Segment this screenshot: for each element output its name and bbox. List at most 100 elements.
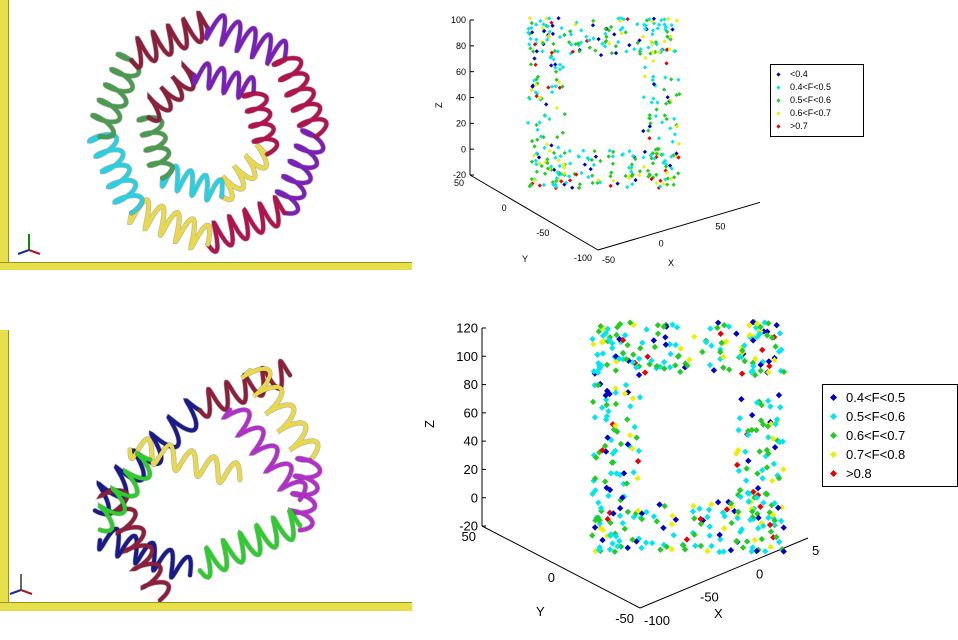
legend-marker [776, 85, 781, 90]
data-point [648, 539, 656, 547]
data-point [590, 180, 595, 186]
data-point [672, 132, 678, 137]
data-point [620, 470, 628, 477]
molecule-viewer-bottom[interactable] [0, 296, 412, 612]
y-tick-label: -100 [574, 253, 592, 263]
axis-triad-icon [17, 234, 41, 255]
data-point [662, 334, 669, 341]
data-point [646, 174, 651, 179]
data-point [529, 21, 534, 26]
data-point [775, 391, 783, 399]
legend-entry: 0.7<F<0.8 [829, 445, 949, 464]
data-point [638, 544, 645, 552]
data-point [633, 178, 638, 183]
data-point [542, 171, 548, 176]
data-point [590, 173, 595, 178]
data-point [549, 63, 554, 68]
data-point [754, 470, 761, 477]
data-point [581, 148, 586, 153]
data-point [650, 513, 658, 520]
data-point [653, 518, 661, 525]
legend-bottom: 0.4<F<0.5 0.5<F<0.6 0.6<F<0.7 0.7<F<0.8 … [822, 384, 958, 487]
z-tick-label: 100 [451, 15, 466, 25]
helix-strand [128, 436, 242, 485]
data-point [780, 524, 787, 531]
data-point [641, 34, 646, 39]
data-point [600, 41, 605, 46]
data-point [637, 173, 642, 178]
x-tick-label: 0 [756, 566, 763, 581]
data-point [670, 27, 675, 32]
y-axis-line [469, 174, 599, 251]
data-point [660, 152, 666, 157]
data-point [662, 87, 667, 92]
data-point [557, 62, 563, 67]
data-point [771, 500, 778, 507]
data-point [708, 501, 715, 508]
data-point [551, 182, 556, 187]
molecule-viewer-top[interactable] [0, 0, 412, 270]
data-point [763, 464, 771, 471]
data-point [646, 128, 651, 133]
data-point [642, 74, 648, 79]
data-point [556, 158, 561, 163]
data-point [674, 18, 680, 23]
data-point [704, 513, 711, 521]
data-point [654, 107, 659, 112]
data-point [630, 351, 637, 358]
data-point [630, 181, 635, 187]
data-point [639, 339, 646, 346]
data-point [547, 16, 552, 21]
data-point [772, 343, 779, 350]
legend-marker [829, 469, 838, 478]
data-point [665, 182, 670, 187]
data-point [540, 49, 545, 54]
data-point [662, 39, 667, 44]
data-point [689, 508, 697, 515]
data-point [669, 176, 674, 181]
data-point [557, 34, 563, 40]
data-point [544, 102, 549, 107]
data-point [771, 444, 779, 451]
helix-render [92, 358, 323, 602]
data-point [619, 349, 627, 357]
data-point [538, 18, 543, 24]
data-point [590, 23, 596, 28]
data-point [540, 40, 546, 46]
data-point [733, 330, 740, 337]
data-point [630, 469, 637, 476]
z-tick-label: -20 [459, 519, 478, 534]
data-point [653, 113, 659, 119]
data-point [716, 531, 723, 539]
data-point [647, 124, 652, 129]
helix-strand [97, 526, 193, 580]
data-point [591, 524, 599, 531]
data-point [677, 368, 684, 376]
data-point [670, 139, 675, 144]
data-point [620, 152, 626, 157]
data-point [758, 535, 766, 543]
helix-strand [204, 13, 289, 67]
data-point [585, 155, 590, 161]
data-point [663, 75, 668, 80]
data-point [567, 174, 572, 179]
data-point [546, 85, 551, 90]
data-point [650, 77, 655, 83]
legend-label: 0.5<F<0.6 [846, 409, 906, 424]
data-point [691, 515, 698, 522]
legend-entry: 0.6<F<0.7 [829, 426, 949, 445]
data-point [692, 542, 699, 550]
helix-strand [219, 143, 270, 202]
data-point [643, 55, 648, 60]
z-tick-label: 80 [464, 377, 478, 392]
data-point [608, 174, 613, 179]
data-point [672, 362, 679, 369]
data-point [533, 158, 538, 163]
data-point [708, 542, 715, 550]
data-point [757, 367, 764, 375]
data-point [645, 168, 651, 173]
data-point [547, 116, 552, 122]
data-point [613, 51, 619, 56]
data-point [545, 160, 550, 166]
data-point [667, 47, 672, 52]
